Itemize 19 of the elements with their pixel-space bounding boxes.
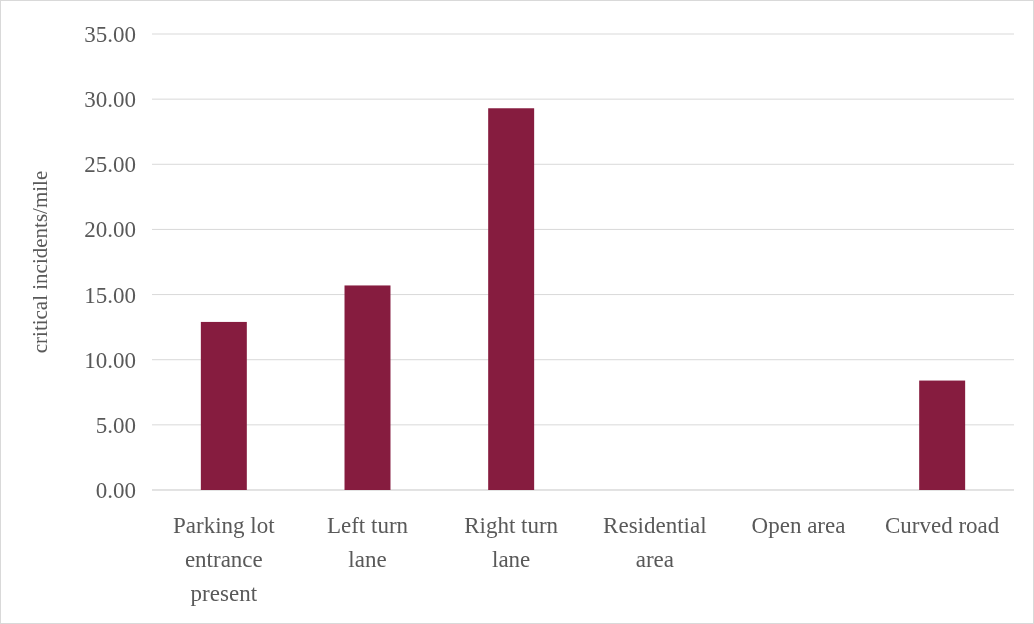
bar	[919, 380, 966, 490]
y-tick-label: 30.00	[84, 87, 136, 113]
bar	[488, 108, 535, 490]
y-tick-label: 10.00	[84, 347, 136, 373]
y-tick-label: 25.00	[84, 152, 136, 178]
y-tick-label: 0.00	[95, 478, 136, 504]
y-tick-label: 15.00	[84, 282, 136, 308]
bar	[200, 321, 247, 490]
x-tick-label: Right turn lane	[464, 513, 559, 572]
x-tick-label: Residential area	[603, 513, 707, 572]
x-tick-label: Parking lot entrance present	[173, 513, 276, 606]
x-tick-label: Curved road	[885, 513, 1000, 538]
y-tick-label: 5.00	[95, 412, 136, 438]
x-tick-label: Left turn lane	[326, 513, 409, 572]
y-axis-title: critical incidents/mile	[28, 170, 53, 354]
y-tick-label: 20.00	[84, 217, 136, 243]
y-tick-label: 35.00	[84, 22, 136, 48]
x-tick-label: Open area	[751, 513, 846, 538]
bar	[344, 285, 391, 490]
